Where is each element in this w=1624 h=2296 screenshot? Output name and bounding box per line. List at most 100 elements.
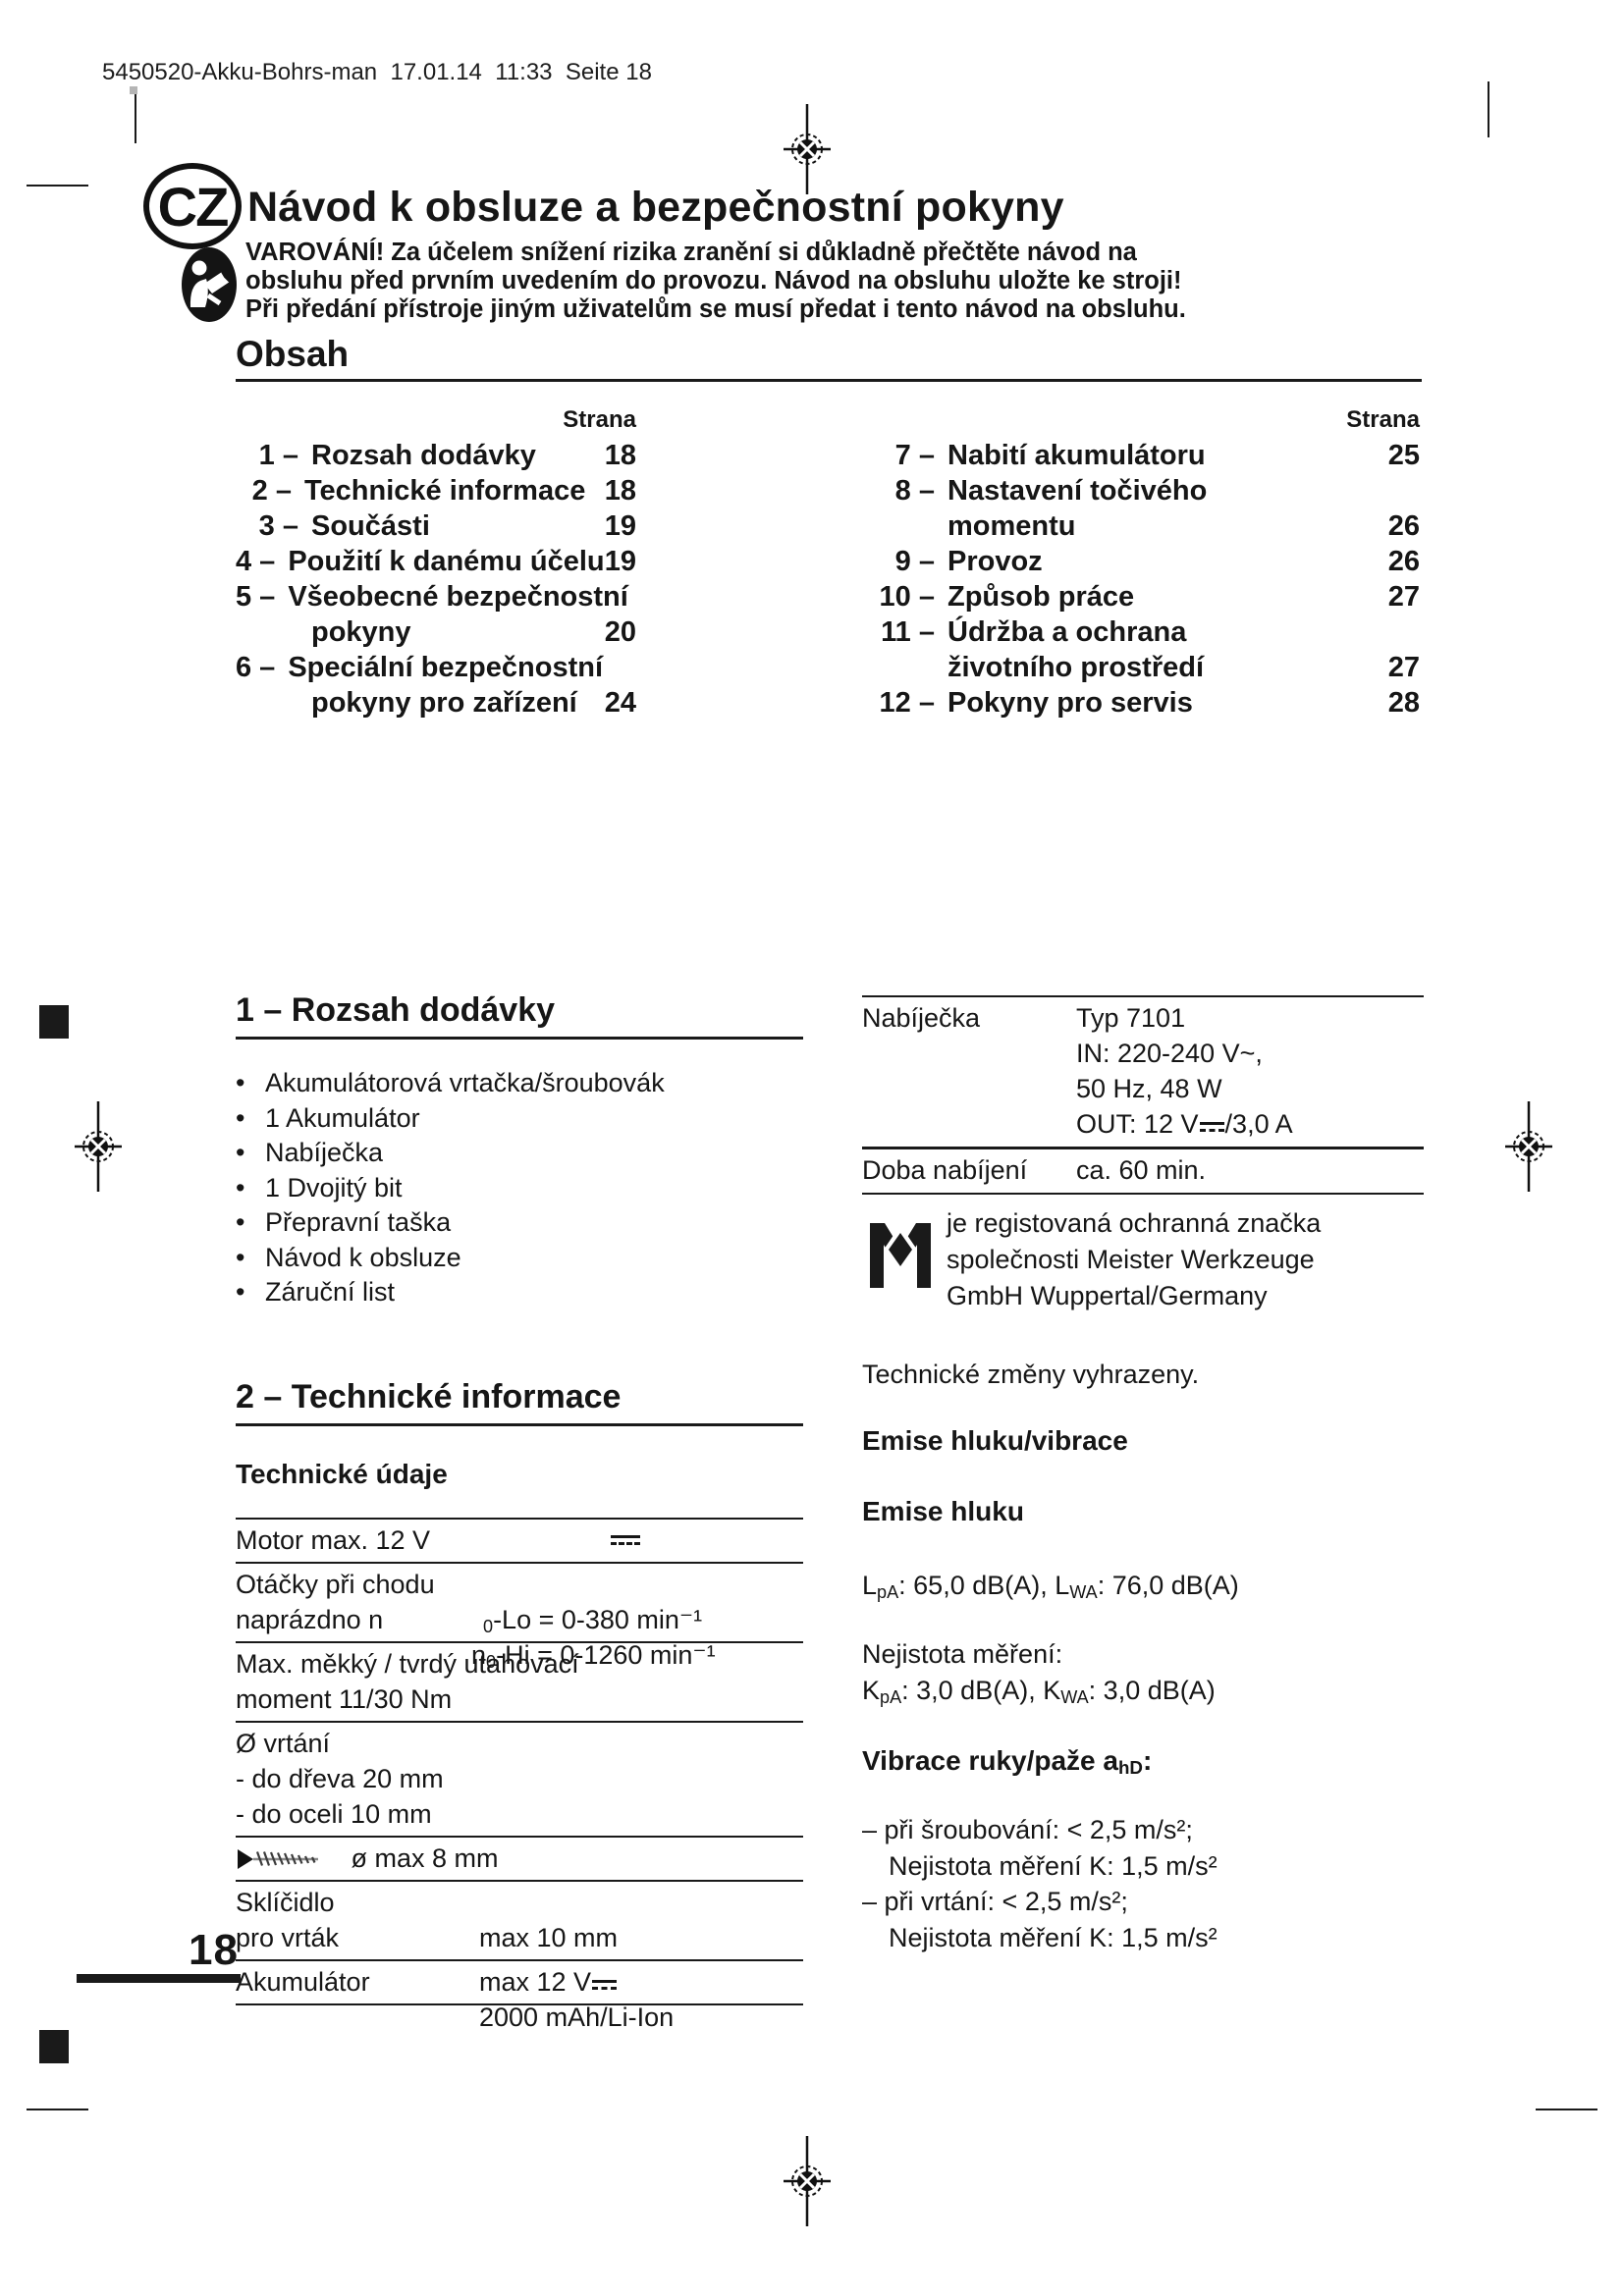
vibration-item-cont: Nejistota měření K: 1,5 m/s² [889,1850,1218,1881]
heading-rule [236,379,1422,382]
spec-value: 0-Lo = 0-380 min⁻¹ [483,1602,702,1637]
spec-value: Typ 7101 [1076,1003,1186,1033]
spec-label: naprázdno n [236,1605,384,1634]
spec-value: max 10 mm [479,1923,619,1952]
toc-entry-page: 28 [1387,687,1420,719]
list-item: Nabíječka [236,1136,665,1171]
toc-row: 7 – Nabití akumulátoru 25 [872,438,1420,473]
toc-entry-label: Pokyny pro servis [947,687,1193,719]
spec-value: 2000 mAh/Li-Ion [479,2002,675,2032]
list-item: Návod k obsluze [236,1241,665,1276]
toc-entry-number: 2 – [251,475,292,507]
charger-spec-table: Nabíječka Typ 7101 IN: 220-240 V~, 50 Hz… [862,995,1424,1195]
spec-value: ø max 8 mm [351,1843,499,1873]
toc-row: 8 – Nastavení točivého [872,473,1420,508]
toc-entry-page [1363,614,1420,650]
registration-mark [75,1101,122,1192]
trim-mark [27,185,88,187]
registration-mark [784,104,831,194]
noise-heading: Emise hluku [862,1496,1024,1526]
toc-row: 9 – Provoz 26 [872,544,1420,579]
list-item: Akumulátorová vrtačka/šroubovák [236,1066,665,1101]
toc-row: životního prostředí 27 [872,650,1420,685]
table-row: Otáčky při chodu naprázdno n 0-Lo = 0-38… [236,1564,803,1671]
spec-line: Ø vrtání [236,1729,331,1758]
toc-entry-label: Způsob práce [947,581,1135,613]
print-control-patch [39,2030,69,2063]
meister-logo [870,1223,931,1288]
toc-entry-number: 8 – [894,475,935,507]
vibration-item: – při šroubování: < 2,5 m/s²; [862,1815,1193,1844]
language-badge: CZ [143,163,242,249]
spec-label: Nabíječka [862,1003,981,1033]
toc-entry-number: 4 – [236,546,276,577]
page-number-bar [77,1974,241,1983]
spec-value: IN: 220-240 V~, [1076,1039,1263,1068]
toc-row: 12 – Pokyny pro servis 28 [872,685,1420,721]
trim-mark [1536,2109,1597,2110]
dc-current-icon [592,1978,618,1992]
toc-row: 5 – Všeobecné bezpečnostní [236,579,636,614]
symbol-subscript: pA [877,1582,899,1602]
vibration-item-cont: Nejistota měření K: 1,5 m/s² [889,1922,1218,1952]
spec-line: Motor max. 12 V [236,1522,803,1558]
noise-vibration-heading: Emise hluku/vibrace [862,1425,1128,1456]
toc-left-column: 1 – Rozsah dodávky 18 2 – Technické informa… [236,438,636,721]
spec-line: Otáčky při chodu [236,1570,435,1599]
toc-entry-page: 19 [604,510,636,542]
spec-line: moment 11/30 Nm [236,1684,453,1714]
registration-mark [784,2136,831,2226]
registration-mark [1505,1101,1552,1192]
spec-line: - do oceli 10 mm [236,1799,432,1829]
toc-entry-page: 24 [604,687,636,719]
vibration-item: – při vrtání: < 2,5 m/s²; [862,1887,1128,1916]
trim-mark [135,94,136,143]
value-text: : 3,0 dB(A), K [901,1676,1061,1705]
table-row: ø max 8 mm [236,1838,803,1882]
heading-rule [236,1423,803,1426]
toc-entry-page: 18 [604,475,636,507]
heading-text: : [1142,1745,1153,1776]
spec-line: ø max 8 mm [236,1841,803,1876]
toc-entry-page: 26 [1387,546,1420,577]
toc-entry-number: 5 – [236,581,276,613]
spec-line: Max. měkký / tvrdý utahovací [236,1649,579,1679]
toc-entry-label: Rozsah dodávky [311,440,536,471]
vibration-list: – při šroubování: < 2,5 m/s²; Nejistota … [862,1812,1218,1955]
toc-row: 11 – Údržba a ochrana [872,614,1420,650]
trim-mark [27,2109,88,2110]
toc-page-column-header: Strana [1346,406,1420,433]
symbol: K [862,1676,881,1705]
print-control-patch [39,1005,69,1039]
toc-row: 6 – Speciální bezpečnostní [236,650,636,685]
toc-right-column: 7 – Nabití akumulátoru 25 8 – Nastavení toč… [872,438,1420,721]
toc-entry-page: 19 [604,546,636,577]
table-row: Sklíčidlo pro vrták max 10 mm [236,1882,803,1961]
symbol-subscript: WA [1069,1582,1098,1602]
value-text: n [471,1640,487,1670]
toc-heading: Obsah [236,334,350,374]
delivery-scope-list: Akumulátorová vrtačka/šroubovák 1 Akumul… [236,1066,665,1310]
spec-value: OUT: 12 V/3,0 A [1076,1106,1424,1142]
noise-level-line: LpA: 65,0 dB(A), LWA: 76,0 dB(A) [862,1571,1239,1601]
section1-heading: 1 – Rozsah dodávky [236,991,556,1029]
spec-label: Akumulátor [236,1967,370,1997]
toc-entry-page [1363,473,1420,508]
value-text: : 76,0 dB(A) [1097,1571,1239,1600]
spec-label: pro vrták [236,1923,340,1952]
list-item: 1 Akumulátor [236,1101,665,1137]
toc-entry-label: pokyny pro zařízení [311,687,577,719]
spec-line: - do dřeva 20 mm [236,1764,444,1793]
table-row: Motor max. 12 V [236,1520,803,1564]
warning-line: obsluhu před prvním uvedením do provozu.… [245,267,1182,294]
toc-entry-number: 1 – [258,440,298,471]
toc-entry-page: 26 [1387,510,1420,542]
toc-entry-label: Součásti [311,510,430,542]
value-text: max 12 V [479,1967,592,1997]
toc-row: 2 – Technické informace 18 [236,473,636,508]
table-row: Nabíječka Typ 7101 IN: 220-240 V~, 50 Hz… [862,997,1424,1149]
uncertainty-line: KpA: 3,0 dB(A), KWA: 3,0 dB(A) [862,1676,1216,1706]
toc-row: momentu 26 [872,508,1420,544]
toc-entry-number: 3 – [258,510,298,542]
toc-entry-number [872,508,935,544]
